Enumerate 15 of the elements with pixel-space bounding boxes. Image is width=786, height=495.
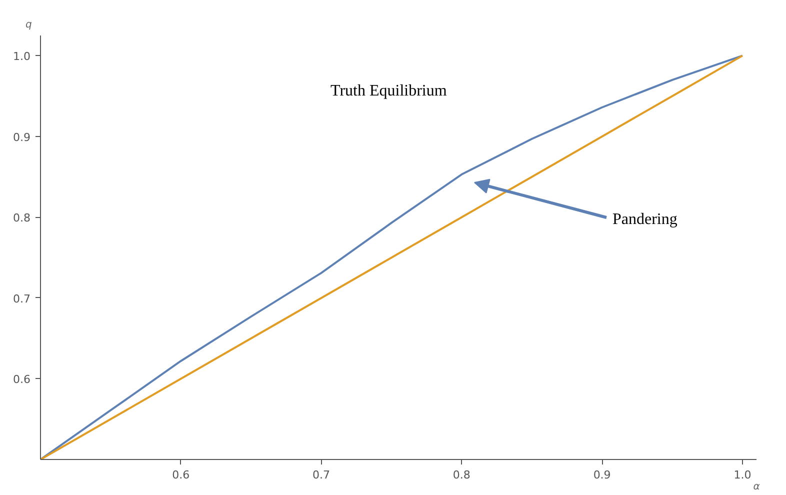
line-series [40, 54, 744, 460]
x-tick-label: 0.6 [172, 468, 190, 482]
x-tick-label: 0.7 [312, 468, 330, 482]
y-tick-label: 0.9 [13, 130, 31, 144]
annotation: Pandering [612, 211, 678, 228]
y-tick-label: 0.8 [13, 212, 31, 225]
y-axis-title: q [26, 20, 32, 30]
x-tick-label: 0.8 [452, 468, 470, 482]
x-tick-label: 0.9 [593, 468, 611, 482]
annotation: Truth Equilibrium [330, 82, 448, 100]
y-tick-label: 0.6 [13, 373, 31, 386]
y-tick-label: 0.7 [13, 292, 31, 306]
x-tick-label: 1.0 [734, 468, 752, 482]
y-tick-label: 1.0 [13, 50, 31, 64]
x-axis-title: α [753, 482, 760, 492]
